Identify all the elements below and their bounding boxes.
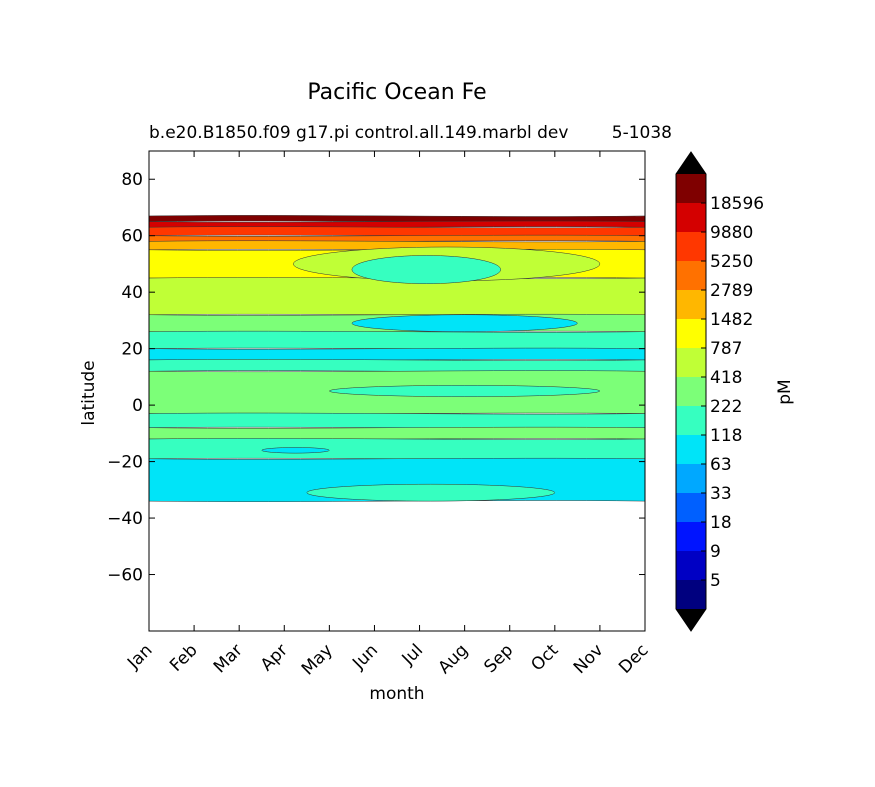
y-tick-label: −60	[107, 566, 143, 586]
colorbar-tick-label: 118	[710, 426, 742, 446]
x-tick-label: Mar	[210, 640, 247, 677]
colorbar-tick-label: 787	[710, 339, 742, 359]
contour-band	[149, 330, 645, 350]
colorbar-segment	[676, 522, 706, 552]
plot-area	[149, 215, 645, 502]
x-tick-label: Nov	[570, 640, 608, 678]
contour-band	[149, 359, 645, 373]
chart-subtitle: b.e20.B1850.f09 g17.pi control.all.149.m…	[149, 123, 568, 143]
chart-title: Pacific Ocean Fe	[307, 80, 486, 105]
contour-band	[149, 277, 645, 316]
colorbar-tick-label: 5	[710, 571, 721, 591]
contour-band	[149, 226, 645, 237]
y-tick-label: 80	[121, 170, 143, 190]
contour-band	[149, 240, 645, 251]
colorbar-segment	[676, 551, 706, 581]
contour-region	[306, 483, 556, 502]
contour-band	[149, 412, 645, 429]
colorbar-tick-label: 222	[710, 397, 742, 417]
colorbar-segment	[676, 580, 706, 610]
x-tick-label: Feb	[166, 640, 201, 675]
y-tick-label: 0	[132, 396, 143, 416]
x-tick-label: Jul	[398, 640, 427, 669]
colorbar-tick-label: 5250	[710, 252, 753, 272]
y-axis: 80 60 40 20 0 −20 −40 −60	[107, 170, 645, 586]
colorbar-segment	[676, 174, 706, 204]
y-tick-label: 40	[121, 283, 143, 303]
x-axis-label: month	[369, 684, 424, 704]
colorbar-segment	[676, 435, 706, 465]
colorbar-extend-bottom	[676, 609, 706, 631]
contour-band	[149, 347, 645, 361]
contour-region	[351, 314, 578, 332]
colorbar-segment	[676, 290, 706, 320]
contour-band	[149, 438, 645, 460]
colorbar-segment	[676, 319, 706, 349]
colorbar-frame	[675, 151, 707, 632]
colorbar-label: pM	[775, 379, 795, 404]
x-tick-label: Apr	[257, 640, 292, 675]
colorbar-tick-label: 9	[710, 542, 721, 562]
colorbar: 18596 9880 5250 2789 1482 787 418 222 118 63 33 18 9…	[675, 151, 764, 632]
chart-subtitle-overlap: 5-1038	[612, 123, 672, 143]
colorbar-tick-label: 63	[710, 455, 732, 475]
colorbar-tick-label: 2789	[710, 281, 753, 301]
colorbar-tick-label: 9880	[710, 223, 753, 243]
colorbar-segment	[676, 493, 706, 523]
x-tick-label: Aug	[435, 640, 473, 678]
colorbar-segment	[676, 464, 706, 494]
colorbar-tick-label: 33	[710, 484, 732, 504]
colorbar-segment	[676, 261, 706, 291]
contour-region	[329, 385, 601, 397]
colorbar-segment	[676, 203, 706, 233]
x-tick-label: Jun	[348, 640, 382, 674]
colorbar-tick-label: 18596	[710, 194, 764, 214]
x-tick-label: Jan	[123, 640, 156, 673]
x-tick-label: Oct	[527, 640, 562, 675]
colorbar-segment	[676, 348, 706, 378]
x-tick-label: May	[298, 640, 337, 679]
contour-band	[149, 215, 645, 223]
colorbar-tick-label: 18	[710, 513, 732, 533]
plot-frame	[148, 150, 646, 632]
contour-region	[261, 447, 330, 454]
y-tick-label: 20	[121, 340, 143, 360]
contour-region	[351, 255, 501, 284]
y-axis-label: latitude	[79, 360, 99, 425]
x-tick-label: Sep	[480, 640, 517, 677]
x-tick-label: Dec	[615, 640, 652, 677]
y-tick-label: −40	[107, 509, 143, 529]
colorbar-extend-top	[676, 152, 706, 174]
colorbar-tick-label: 1482	[710, 310, 753, 330]
colorbar-segment	[676, 377, 706, 407]
colorbar-tick-label: 418	[710, 368, 742, 388]
y-tick-label: 60	[121, 227, 143, 247]
colorbar-segment	[676, 406, 706, 436]
colorbar-segment	[676, 232, 706, 262]
contour-band	[149, 426, 645, 440]
y-tick-label: −20	[107, 453, 143, 473]
